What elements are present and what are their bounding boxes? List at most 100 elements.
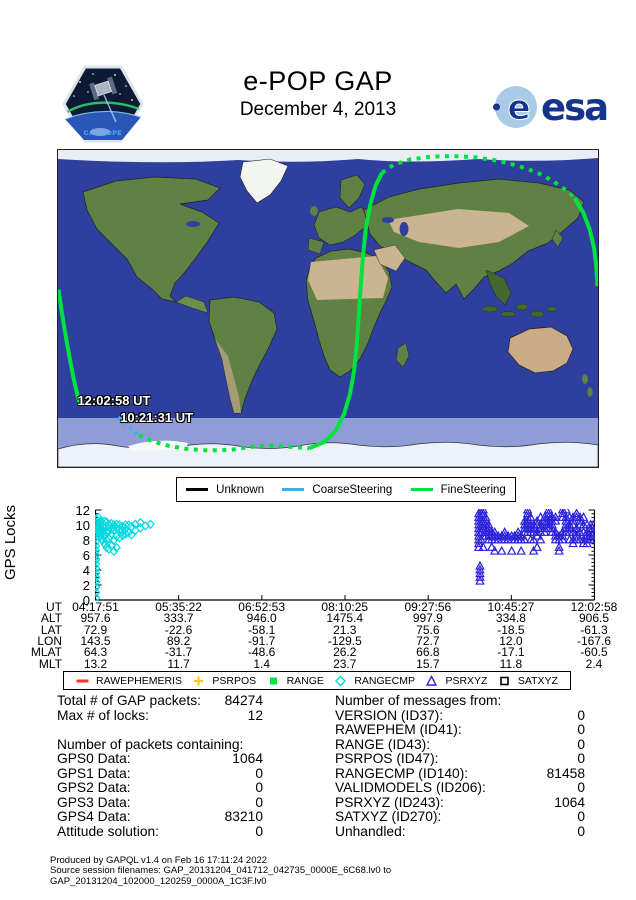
page-date: December 4, 2013 <box>239 99 397 120</box>
marker-legend-item-satxyz: SATXYZ <box>498 675 558 687</box>
stat-value: 0 <box>255 780 263 796</box>
y-tick-label: 12 <box>75 502 90 518</box>
marker-legend-label: SATXYZ <box>517 674 558 687</box>
y-tick-label: 2 <box>82 577 90 593</box>
triangle-marker-icon <box>426 674 438 686</box>
footer: Produced by GAPQL v1.4 on Feb 16 17:11:2… <box>50 855 391 887</box>
table-cell: 11.8 <box>499 656 523 671</box>
table-cell: 15.7 <box>416 656 440 671</box>
stat-row: VALIDMODELS (ID206): 0 <box>335 781 585 796</box>
table-row-label: MLT <box>38 656 62 671</box>
table-cell: 334.8 <box>495 611 526 626</box>
stat-label: Max # of locks: <box>57 707 150 723</box>
track-segment-finesteering <box>138 433 310 453</box>
y-axis-label: GPS Locks <box>2 504 19 580</box>
steering-legend: Unknown CoarseSteering FineSteering <box>176 477 516 502</box>
unknown-line-icon <box>186 488 209 491</box>
stat-label: Unhandled: <box>335 823 406 839</box>
dash-marker-icon <box>76 679 89 682</box>
legend-item-unknown: Unknown <box>186 484 264 496</box>
ground-track <box>58 153 598 453</box>
esa-logo-icon: e esa <box>493 86 609 129</box>
cassiope-mission-logo: CASSIOPE <box>60 62 146 146</box>
marker-legend-label: RANGE <box>286 674 324 687</box>
stat-label: GPS0 Data: <box>57 751 131 767</box>
marker-legend-label: PSRXYZ <box>445 674 488 687</box>
y-tick-label: 8 <box>82 532 90 548</box>
marker-legend-item-psrxyz: PSRXYZ <box>425 675 487 687</box>
series-psrxyz <box>473 509 595 585</box>
esa-logo-text: esa <box>541 86 607 129</box>
track-segment-finesteering <box>573 197 598 287</box>
marker-legend-label: RAWEPHEMERIS <box>96 674 182 687</box>
stat-row: GPS1 Data: 0 <box>57 765 263 782</box>
stat-label: Number of packets containing: <box>57 736 244 752</box>
table-cell: 2.4 <box>585 656 603 671</box>
stat-value: 83210 <box>224 809 263 825</box>
table-row-label: UT <box>46 600 62 614</box>
stat-row: Number of messages from: <box>335 693 585 709</box>
stat-row: Number of packets containing: <box>57 736 263 753</box>
gps-locks-plot <box>95 509 595 601</box>
finesteering-line-icon <box>410 488 433 491</box>
track-segment-finesteering <box>380 153 577 200</box>
stat-label: PSRPOS (ID47): <box>335 751 439 767</box>
table-cell: -58.1 <box>247 622 276 637</box>
table-cell: 333.7 <box>163 611 194 626</box>
table-row-label: LON <box>37 634 62 649</box>
stat-value: 12 <box>247 707 263 723</box>
y-tick-label: 0 <box>82 592 90 608</box>
stat-row: Total # of GAP packets: 84274 <box>57 693 263 709</box>
stat-value: 0 <box>255 823 263 839</box>
stats-right-column: Number of messages from: VERSION (ID37): 0… <box>335 693 585 840</box>
table-cell: 08:10:25 <box>321 600 369 614</box>
table-cell: 143.5 <box>80 634 111 649</box>
table-cell: 11.7 <box>167 656 190 671</box>
stat-label: PSRXYZ (ID243): <box>335 794 444 810</box>
map-time-label: 12:02:58 UT <box>77 392 151 408</box>
table-cell: 64.3 <box>83 645 108 660</box>
stat-value: 0 <box>577 722 585 738</box>
coarsesteering-line-icon <box>282 488 305 491</box>
table-cell: 21.3 <box>333 622 357 637</box>
y-tick-label: 4 <box>82 562 90 578</box>
table-cell: -31.7 <box>164 645 193 660</box>
stat-row <box>57 723 263 738</box>
page-title: e-POP GAP <box>243 66 393 96</box>
stat-value: 0 <box>577 707 585 723</box>
table-cell: 75.6 <box>416 622 440 637</box>
table-cell: 12:02:58 <box>570 600 618 614</box>
stat-label: GPS2 Data: <box>57 780 131 796</box>
stat-row: Unhandled: 0 <box>335 823 585 840</box>
stat-label: Number of messages from: <box>335 693 502 708</box>
stat-row: GPS2 Data: 0 <box>57 781 263 796</box>
table-cell: 04:17:51 <box>72 600 119 614</box>
series-rangecmp <box>95 512 155 601</box>
opensquare-marker-icon <box>500 676 509 685</box>
stat-value: 0 <box>577 809 585 825</box>
y-tick-label: 10 <box>75 517 90 533</box>
esa-logo: e esa <box>492 82 609 132</box>
marker-legend-item-range: RANGE <box>267 675 324 687</box>
table-cell: 997.9 <box>412 611 443 626</box>
stat-label: RAWEPHEM (ID41): <box>335 722 462 738</box>
table-cell: -22.6 <box>164 622 193 637</box>
table-cell: 66.8 <box>416 645 440 660</box>
table-cell: -129.5 <box>327 634 362 649</box>
table-cell: 1475.4 <box>326 611 364 626</box>
stat-label: GPS1 Data: <box>57 765 131 781</box>
table-cell: 946.0 <box>246 611 277 626</box>
table-cell: 06:52:53 <box>238 600 286 614</box>
stat-value: 0 <box>577 751 585 767</box>
stat-value: 0 <box>255 794 263 810</box>
world-map-basemap <box>58 150 598 467</box>
stat-label: VALIDMODELS (ID206): <box>335 780 486 796</box>
marker-legend-item-rawephemeris: RAWEPHEMERIS <box>76 675 182 687</box>
stat-value: 84274 <box>224 693 263 708</box>
stat-row: Attitude solution: 0 <box>57 823 263 840</box>
table-row-label: MLAT <box>30 645 62 660</box>
table-cell: 72.9 <box>83 622 108 637</box>
table-cell: -48.6 <box>247 645 276 660</box>
stat-row: GPS4 Data: 83210 <box>57 810 263 825</box>
